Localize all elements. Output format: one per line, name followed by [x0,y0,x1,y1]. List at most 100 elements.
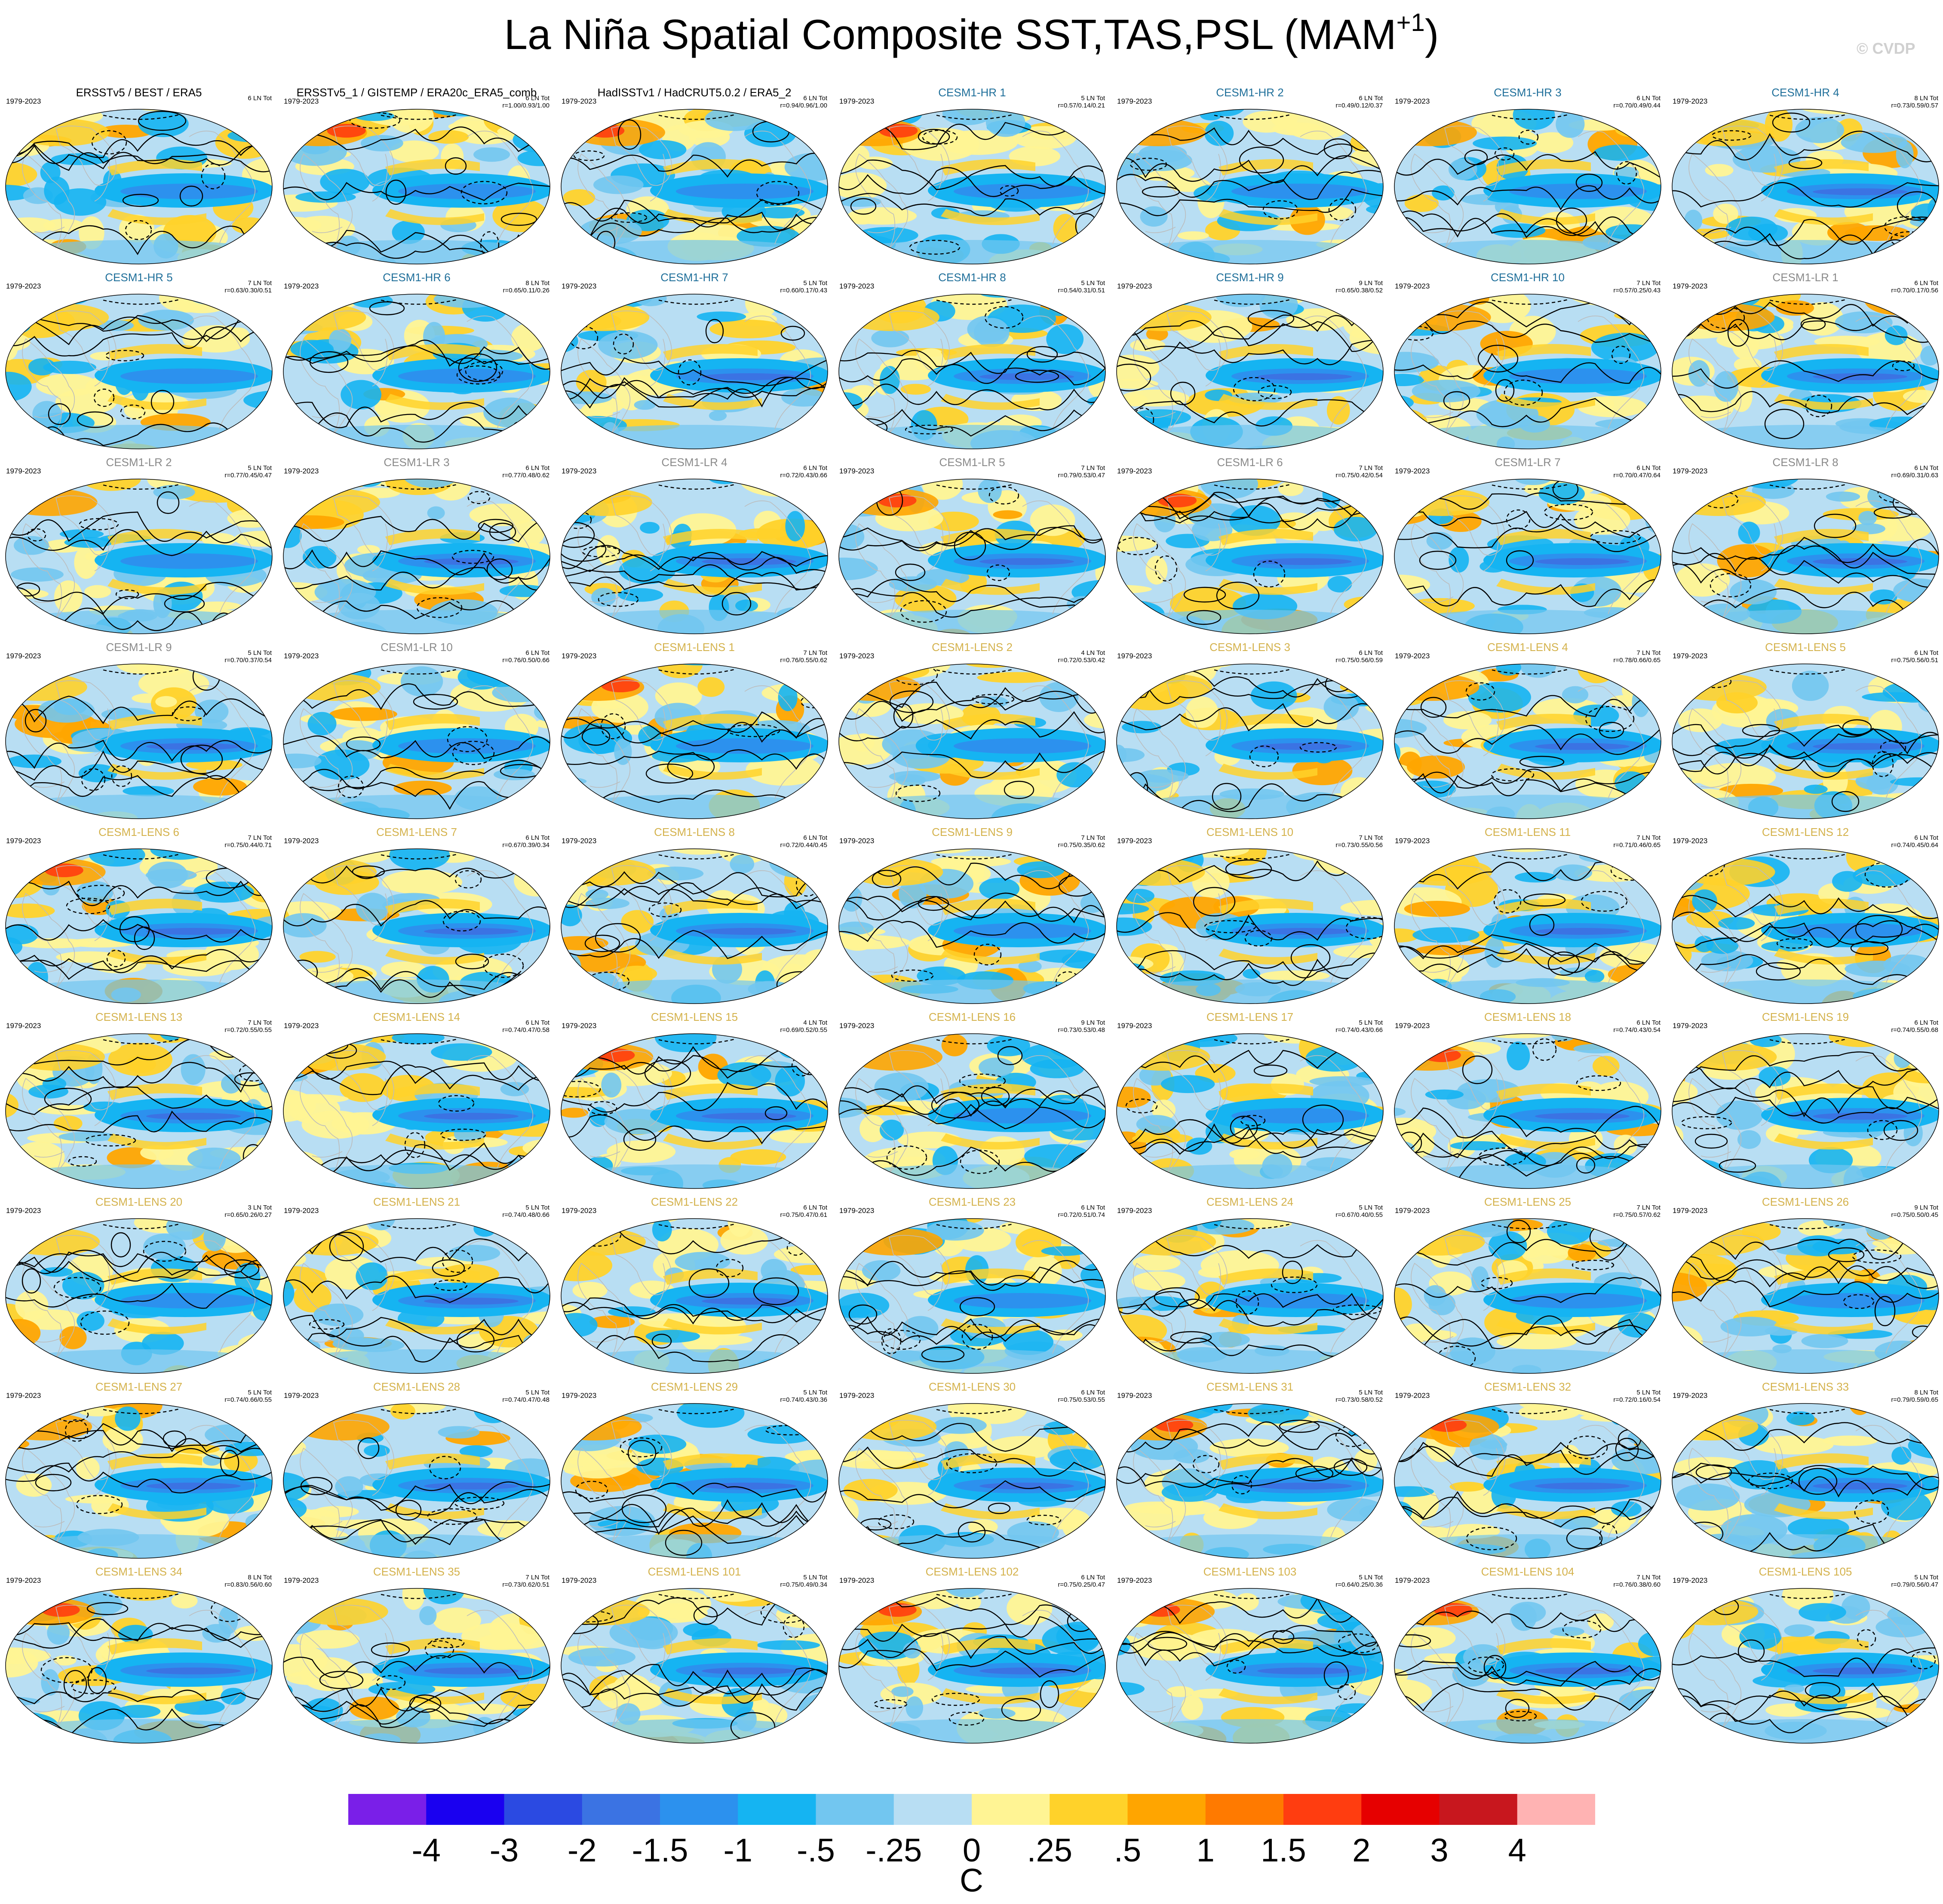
anomaly-shading [1117,1219,1383,1373]
anomaly-shading [1672,1219,1939,1373]
global-map [1394,479,1661,634]
psl-contours [839,483,1105,623]
global-map [1672,1033,1939,1189]
colorbar-bin [1439,1794,1518,1825]
panel-pattern-correlation: r=0.72/0.51/0.74 [1058,1211,1105,1219]
panel-pattern-correlation: r=0.65/0.38/0.52 [1335,287,1383,294]
anomaly-shading [6,849,272,1004]
global-map [838,663,1106,819]
panel-period: 1979-2023 [1673,467,1708,475]
colorbar-tick-label: .25 [1027,1832,1073,1869]
map-panel: CESM1-LENS 105 1979-2023 5 LN Tot r=0.79/0.… [1667,1565,1943,1750]
panel-title: CESM1-LENS 5 [1765,641,1846,654]
panel-pattern-correlation: r=0.73/0.58/0.52 [1335,1396,1383,1403]
panel-period: 1979-2023 [284,282,319,290]
panel-pattern-correlation: r=0.74/0.43/0.54 [1613,1026,1661,1034]
panel-event-count: 7 LN Tot [1636,279,1661,287]
coastlines [1411,680,1645,804]
anomaly-shading [561,664,828,819]
panel-pattern-correlation: r=0.63/0.30/0.51 [224,287,272,294]
global-map [283,1218,550,1374]
panel-event-count: 5 LN Tot [803,1574,827,1581]
panel-pattern-correlation: r=0.67/0.39/0.34 [502,841,549,849]
panel-pattern-correlation: r=1.00/0.93/1.00 [502,102,549,109]
panel-title: CESM1-LR 9 [106,641,172,654]
colorbar-tick-label: 3 [1430,1832,1449,1869]
psl-contours [283,1593,550,1728]
global-map [5,294,273,449]
colorbar-bin [738,1794,816,1825]
panel-event-count: 6 LN Tot [1081,1574,1105,1581]
panel-event-count: 6 LN Tot [525,649,549,657]
psl-contours [1672,481,1939,616]
panel-period: 1979-2023 [1395,467,1430,475]
panel-title: CESM1-LENS 30 [928,1380,1016,1393]
panel-title: CESM1-LR 10 [381,641,453,654]
panel-pattern-correlation: r=0.65/0.11/0.26 [503,287,549,294]
panel-event-count: 5 LN Tot [803,279,827,287]
global-map [1116,663,1384,819]
panel-pattern-correlation: r=0.74/0.55/0.68 [1891,1026,1938,1034]
coastlines [1133,1050,1367,1173]
panel-pattern-correlation: r=0.71/0.46/0.65 [1613,841,1661,849]
panel-event-count: 8 LN Tot [1914,1389,1938,1396]
psl-contours [1394,668,1661,802]
panel-title: CESM1-LENS 27 [95,1380,183,1393]
panel-title: CESM1-LENS 32 [1484,1380,1572,1393]
anomaly-shading [561,1588,828,1743]
colorbar [348,1794,1595,1825]
panel-event-count: 5 LN Tot [1081,95,1105,102]
panel-period: 1979-2023 [839,282,875,290]
anomaly-shading [6,664,272,819]
panel-title: CESM1-LR 4 [661,456,727,469]
panel-pattern-correlation: r=0.76/0.50/0.66 [502,657,549,664]
map-panel: CESM1-LENS 17 1979-2023 5 LN Tot r=0.74/0.4… [1111,1010,1389,1195]
psl-contours [839,1593,1105,1726]
panel-title: CESM1-HR 2 [1216,86,1284,99]
panel-pattern-correlation: r=0.75/0.35/0.62 [1058,841,1105,849]
global-map [838,1033,1106,1189]
anomaly-shading [1672,1588,1939,1743]
psl-contours [1394,479,1661,607]
panel-title: CESM1-HR 8 [938,271,1006,284]
panel-period: 1979-2023 [284,1391,319,1400]
panel-pattern-correlation: r=0.79/0.59/0.65 [1891,1396,1938,1403]
panel-title: CESM1-LENS 102 [925,1565,1019,1578]
panel-period: 1979-2023 [839,652,875,660]
panel-title: CESM1-LENS 31 [1206,1380,1294,1393]
map-panel: CESM1-LENS 31 1979-2023 5 LN Tot r=0.73/0.5… [1111,1380,1389,1565]
colorbar-tick-label: 1 [1196,1832,1215,1869]
panel-event-count: 4 LN Tot [1081,649,1105,657]
coastlines [855,495,1089,619]
panel-period: 1979-2023 [1395,1022,1430,1030]
panel-event-count: 8 LN Tot [525,279,549,287]
panel-title: CESM1-LENS 19 [1762,1010,1849,1023]
psl-contours [561,483,828,616]
map-panel: CESM1-LENS 27 1979-2023 5 LN Tot r=0.74/0.6… [0,1380,278,1565]
panel-pattern-correlation: r=0.75/0.49/0.34 [780,1581,827,1588]
panel-event-count: 6 LN Tot [1636,464,1661,472]
psl-contours [1394,114,1661,243]
global-map [1672,479,1939,634]
map-panel: CESM1-LR 7 1979-2023 6 LN Tot r=0.70/0.47/0… [1389,456,1667,641]
panel-pattern-correlation: r=0.54/0.31/0.51 [1058,287,1105,294]
psl-contours [1672,851,1939,985]
global-map [561,848,828,1004]
panel-event-count: 8 LN Tot [1914,95,1938,102]
map-panel: CESM1-LENS 18 1979-2023 6 LN Tot r=0.74/0.4… [1389,1010,1667,1195]
panel-period: 1979-2023 [6,1576,41,1585]
chart-title-superscript: +1 [1396,9,1425,37]
panel-period: 1979-2023 [1117,1022,1152,1030]
copyright-watermark: © CVDP [1857,40,1915,57]
panel-event-count: 7 LN Tot [1359,464,1383,472]
panel-pattern-correlation: r=0.73/0.59/0.57 [1891,102,1938,109]
panel-period: 1979-2023 [1673,97,1708,105]
global-map [1394,663,1661,819]
map-panel: CESM1-LENS 35 1979-2023 7 LN Tot r=0.73/0.6… [278,1565,556,1750]
anomaly-shading [6,479,272,634]
map-panel: CESM1-LR 1 1979-2023 6 LN Tot r=0.70/0.17/0… [1667,271,1943,456]
colorbar-bin [426,1794,504,1825]
anomaly-shading [1672,1403,1939,1558]
map-panel: CESM1-LENS 6 1979-2023 7 LN Tot r=0.75/0.44… [0,826,278,1010]
panel-period: 1979-2023 [6,652,41,660]
